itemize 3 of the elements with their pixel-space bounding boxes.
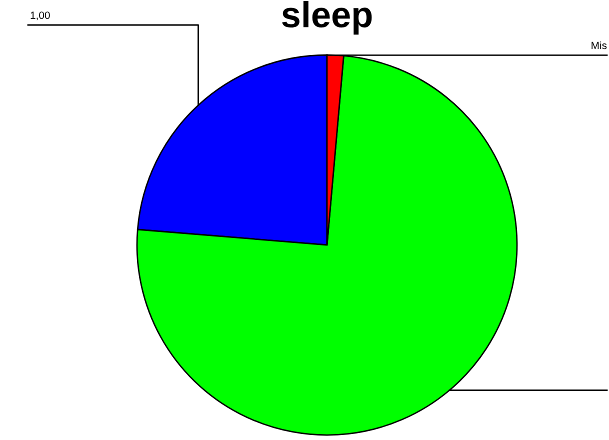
slice-label: 1,00 (30, 12, 50, 20)
slice-label: Mis (592, 41, 607, 50)
chart-title: sleep (282, 1, 372, 35)
